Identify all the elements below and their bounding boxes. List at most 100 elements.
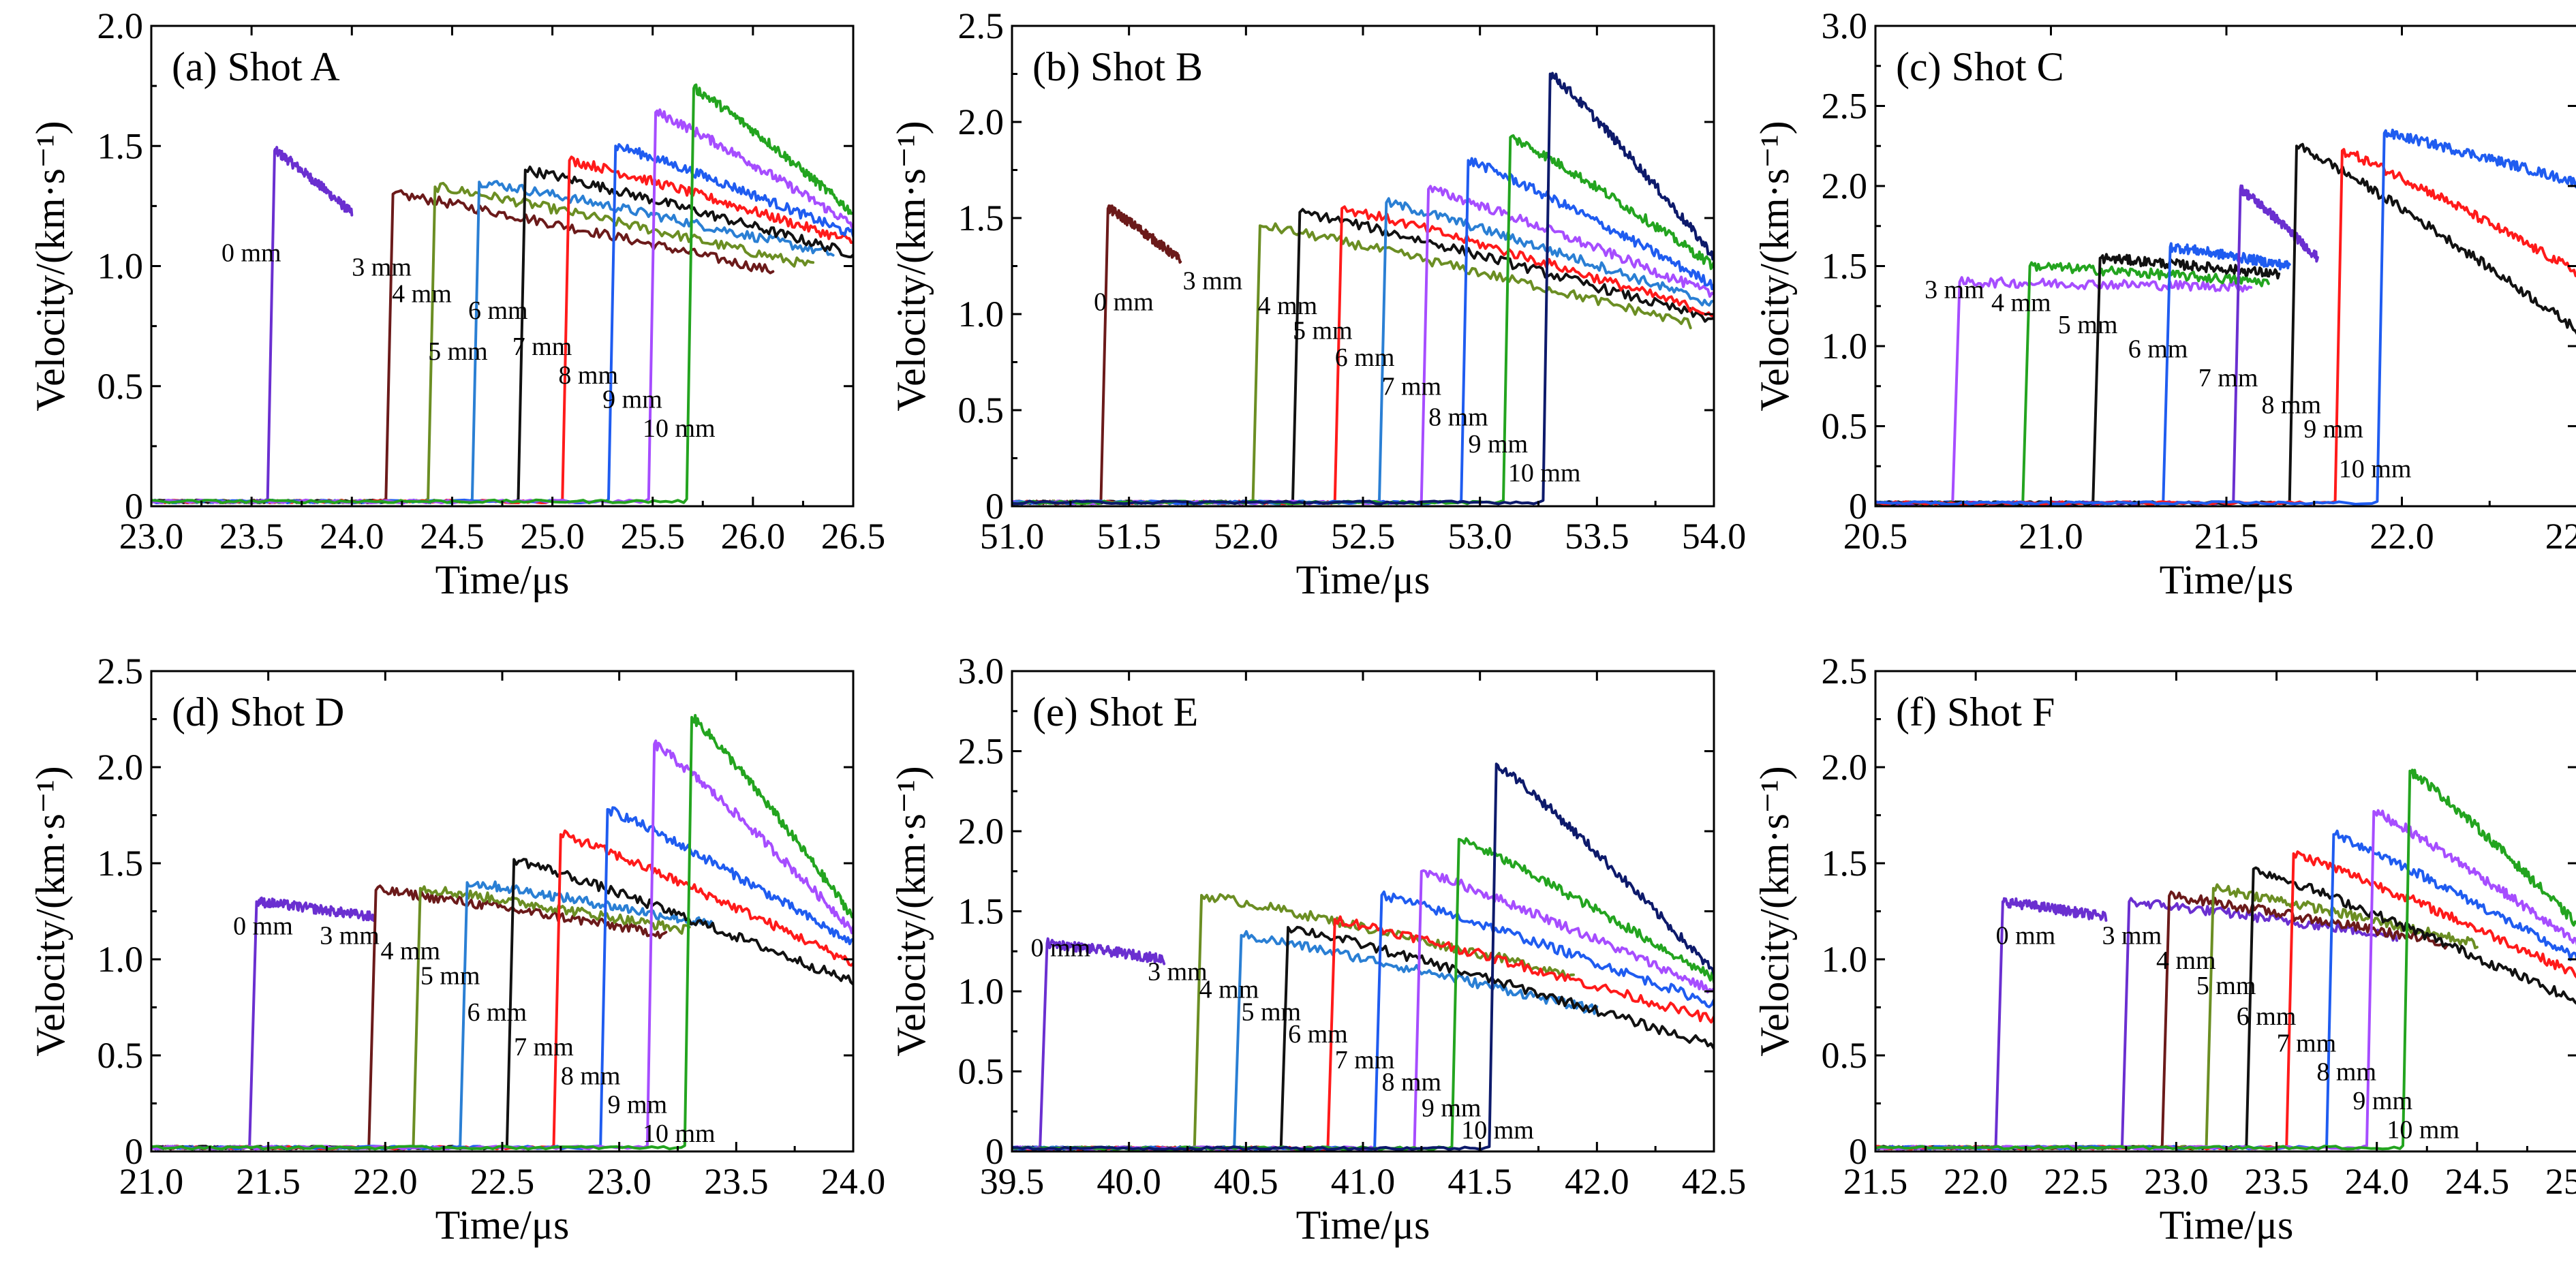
- series-label: 0 mm: [1030, 933, 1090, 962]
- panel-title: (d) Shot D: [172, 690, 344, 734]
- x-tick-label: 20.5: [1843, 516, 1908, 557]
- series-line: [151, 884, 668, 1151]
- series-line: [1875, 829, 2576, 1151]
- series-label: 0 mm: [233, 912, 293, 940]
- series-label: 9 mm: [2352, 1087, 2412, 1115]
- y-tick-label: 2.5: [1822, 651, 1868, 692]
- y-tick-label: 0.5: [97, 366, 144, 407]
- panel-title: (b) Shot B: [1032, 44, 1203, 89]
- y-tick-label: 1.0: [1822, 326, 1868, 367]
- series-label: 4 mm: [380, 937, 440, 965]
- x-tick-label: 21.5: [1843, 1161, 1908, 1202]
- chart-panel: 23.0 23.5 24.0 24.5 25.0 25.5 26.0 26.5 0 0.5 1.0 1…: [28, 5, 885, 602]
- x-tick-label: 22.5: [2044, 1161, 2109, 1202]
- series-label: 3 mm: [1183, 266, 1243, 295]
- series-label: 6 mm: [2237, 1002, 2297, 1031]
- series-label: 10 mm: [643, 1119, 716, 1148]
- series-line: [1875, 769, 2576, 1151]
- series-line: [151, 806, 853, 1151]
- series-line: [1012, 134, 1714, 506]
- y-tick-label: 1.5: [958, 198, 1005, 238]
- x-tick-label: 24.0: [2344, 1161, 2409, 1202]
- x-tick-label: 21.0: [2019, 516, 2083, 557]
- x-tick-label: 22.5: [2545, 516, 2576, 557]
- series-label: 3 mm: [1148, 958, 1208, 987]
- y-tick-label: 0.5: [1822, 1035, 1868, 1076]
- y-tick-label: 0.5: [958, 390, 1005, 431]
- series-label: 8 mm: [2316, 1058, 2376, 1087]
- x-axis-label: Time/μs: [435, 1203, 570, 1248]
- series-label: 8 mm: [561, 1062, 621, 1090]
- series-line: [1012, 890, 1714, 1151]
- panel-title: (a) Shot A: [172, 44, 340, 89]
- x-tick-label: 42.5: [1682, 1161, 1747, 1202]
- series-label: 4 mm: [2156, 946, 2216, 975]
- series-label: 3 mm: [320, 921, 380, 950]
- series-label: 8 mm: [558, 361, 618, 390]
- series-label: 10 mm: [2339, 455, 2412, 484]
- y-tick-label: 0: [985, 1131, 1004, 1172]
- x-tick-label: 21.5: [2194, 516, 2259, 557]
- y-tick-label: 2.5: [958, 731, 1005, 772]
- x-tick-label: 42.0: [1565, 1161, 1629, 1202]
- series-label: 4 mm: [1199, 975, 1259, 1004]
- panel-title: (e) Shot E: [1032, 690, 1198, 734]
- y-tick-label: 2.0: [1822, 747, 1868, 788]
- y-axis-label: Velocity/(km·s⁻¹): [28, 121, 73, 411]
- series-line: [151, 166, 853, 504]
- x-tick-label: 51.5: [1097, 516, 1161, 557]
- y-axis-label: Velocity/(km·s⁻¹): [1752, 766, 1797, 1056]
- x-tick-label: 26.0: [721, 516, 786, 557]
- chart-panel: 20.5 21.0 21.5 22.0 22.5 0 0.5 1.0 1.5 2.0 2.5 3.0 T…: [1752, 5, 2576, 602]
- series-label: 0 mm: [1996, 921, 2056, 950]
- x-tick-label: 24.0: [821, 1161, 886, 1202]
- series-label: 10 mm: [1461, 1116, 1534, 1145]
- y-tick-label: 0.5: [958, 1051, 1005, 1092]
- trace-group: [151, 713, 853, 1151]
- y-tick-label: 0.5: [1822, 406, 1868, 447]
- series-label: 7 mm: [512, 332, 572, 361]
- series-label: 5 mm: [2058, 311, 2118, 339]
- series-label: 7 mm: [2277, 1029, 2337, 1057]
- y-tick-label: 2.0: [97, 5, 144, 46]
- series-line: [151, 146, 354, 504]
- x-tick-label: 53.0: [1447, 516, 1512, 557]
- chart-panel: 39.5 40.0 40.5 41.0 41.5 42.0 42.5 0 0.5 1.0 1.5 2.…: [889, 651, 1746, 1248]
- series-line: [1012, 204, 1182, 506]
- x-tick-label: 52.5: [1331, 516, 1396, 557]
- series-line: [151, 83, 853, 504]
- series-label: 5 mm: [420, 962, 480, 991]
- y-axis-label: Velocity/(km·s⁻¹): [1752, 121, 1797, 411]
- x-axis-label: Time/μs: [435, 557, 570, 602]
- series-line: [151, 713, 853, 1151]
- series-label: 10 mm: [2387, 1115, 2459, 1144]
- plot-frame: [1011, 25, 1715, 508]
- series-line: [1012, 869, 1714, 1151]
- y-tick-label: 0: [1849, 1131, 1867, 1172]
- series-label: 4 mm: [392, 279, 452, 308]
- series-label: 5 mm: [428, 337, 488, 366]
- x-tick-label: 23.0: [119, 516, 184, 557]
- y-axis-label: Velocity/(km·s⁻¹): [889, 766, 934, 1056]
- chart-panel: 21.0 21.5 22.0 22.5 23.0 23.5 24.0 0 0.5 1.0 1.5 2.…: [28, 651, 885, 1248]
- series-label: 3 mm: [352, 253, 412, 282]
- y-tick-label: 1.0: [97, 939, 144, 980]
- series-label: 0 mm: [1094, 288, 1154, 316]
- series-label: 5 mm: [2196, 972, 2256, 1000]
- series-line: [1012, 72, 1714, 506]
- y-tick-label: 1.5: [97, 125, 144, 166]
- series-label: 0 mm: [221, 238, 281, 267]
- series-line: [1875, 148, 2576, 506]
- x-tick-label: 21.5: [236, 1161, 301, 1202]
- x-tick-label: 39.5: [980, 1161, 1045, 1202]
- series-label: 6 mm: [2128, 335, 2188, 363]
- y-tick-label: 0: [1849, 486, 1867, 527]
- x-tick-label: 24.5: [420, 516, 485, 557]
- series-label: 9 mm: [2303, 415, 2363, 444]
- x-tick-label: 40.0: [1097, 1161, 1161, 1202]
- trace-group: [1012, 762, 1714, 1151]
- y-tick-label: 1.0: [1822, 939, 1868, 980]
- y-tick-label: 0: [125, 486, 143, 527]
- y-tick-label: 1.5: [1822, 843, 1868, 884]
- series-label: 7 mm: [1335, 1046, 1395, 1074]
